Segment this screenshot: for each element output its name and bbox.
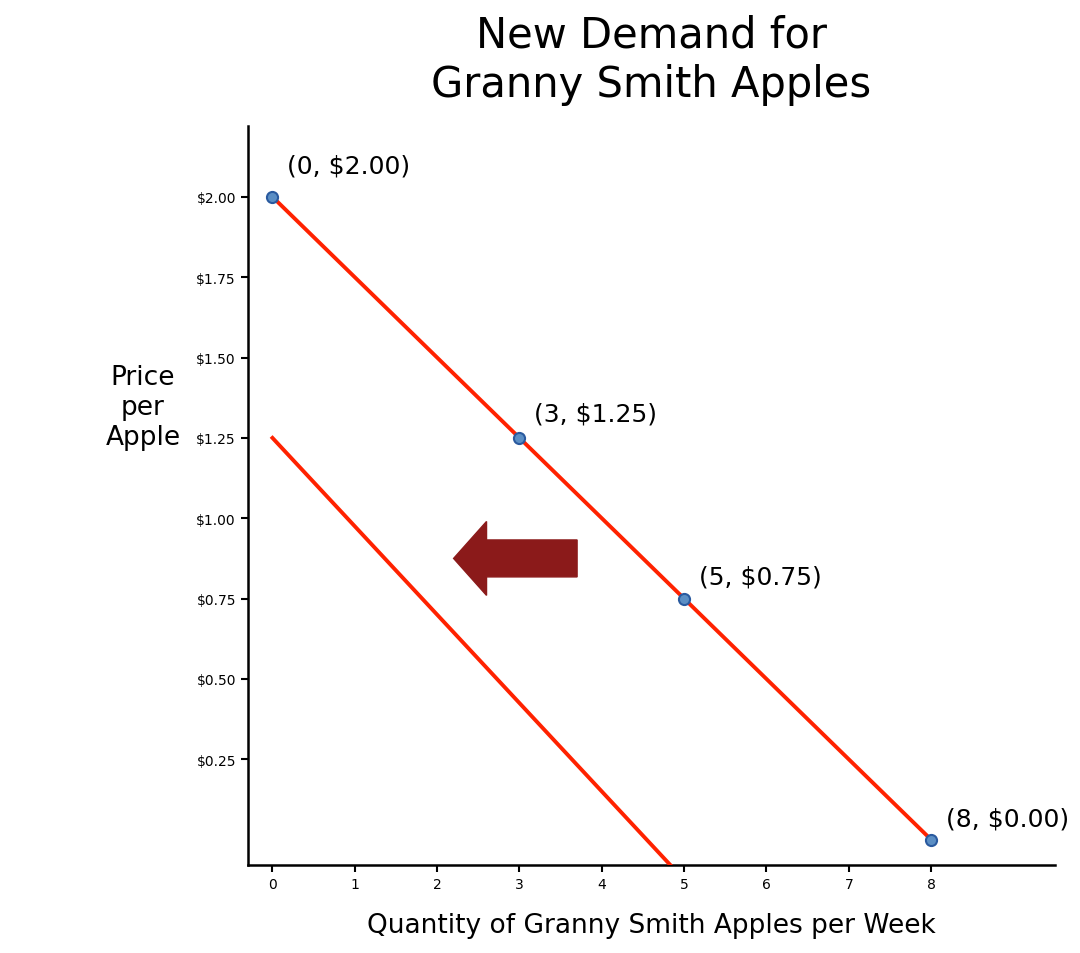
X-axis label: Quantity of Granny Smith Apples per Week: Quantity of Granny Smith Apples per Week <box>367 912 935 938</box>
Text: (5, $0.75): (5, $0.75) <box>699 565 822 589</box>
Text: (8, $0.00): (8, $0.00) <box>946 806 1069 830</box>
Text: Price
per
Apple: Price per Apple <box>106 365 180 451</box>
Text: (0, $2.00): (0, $2.00) <box>287 154 410 178</box>
Text: (3, $1.25): (3, $1.25) <box>535 401 658 426</box>
Title: New Demand for
Granny Smith Apples: New Demand for Granny Smith Apples <box>431 15 872 106</box>
FancyArrow shape <box>454 522 577 596</box>
